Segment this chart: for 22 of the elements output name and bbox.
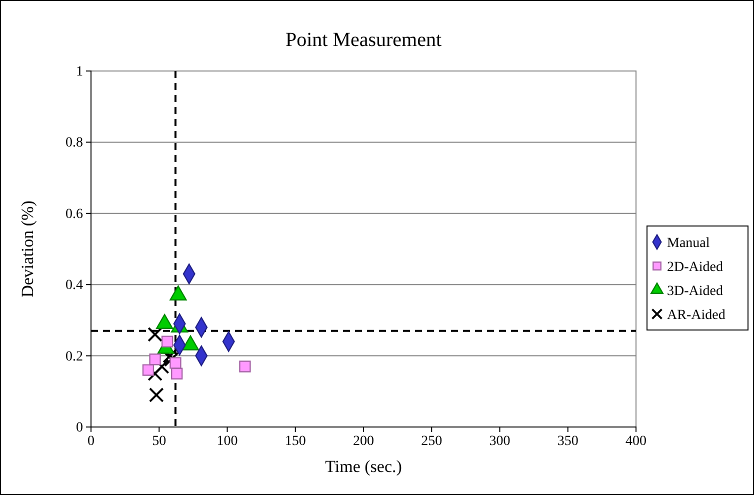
y-tick-label: 0	[76, 420, 83, 436]
y-tick-label: 0.2	[66, 349, 83, 364]
y-tick-label: 0.6	[66, 206, 83, 222]
legend-label: 2D-Aided	[667, 260, 723, 275]
x-tick-label: 400	[626, 434, 646, 449]
y-axis-title: Deviation (%)	[18, 200, 37, 298]
x-tick-label: 50	[152, 434, 166, 449]
legend-label: 3D-Aided	[667, 284, 723, 299]
x-tick-label: 200	[353, 434, 374, 449]
legend-label: Manual	[667, 236, 710, 251]
y-tick-label: 1	[76, 64, 83, 80]
chart-title: Point Measurement	[285, 29, 442, 51]
x-axis-title: Time (sec.)	[325, 457, 402, 476]
legend-label: AR-Aided	[667, 308, 726, 323]
x-tick-label: 250	[421, 434, 442, 449]
y-tick-label: 0.4	[66, 278, 83, 294]
x-tick-label: 150	[284, 434, 306, 449]
x-tick-label: 350	[557, 434, 578, 449]
y-tick-label: 0.8	[66, 136, 83, 151]
x-tick-label: 100	[216, 434, 238, 449]
x-tick-label: 300	[489, 434, 510, 449]
x-tick-label: 0	[88, 434, 94, 449]
